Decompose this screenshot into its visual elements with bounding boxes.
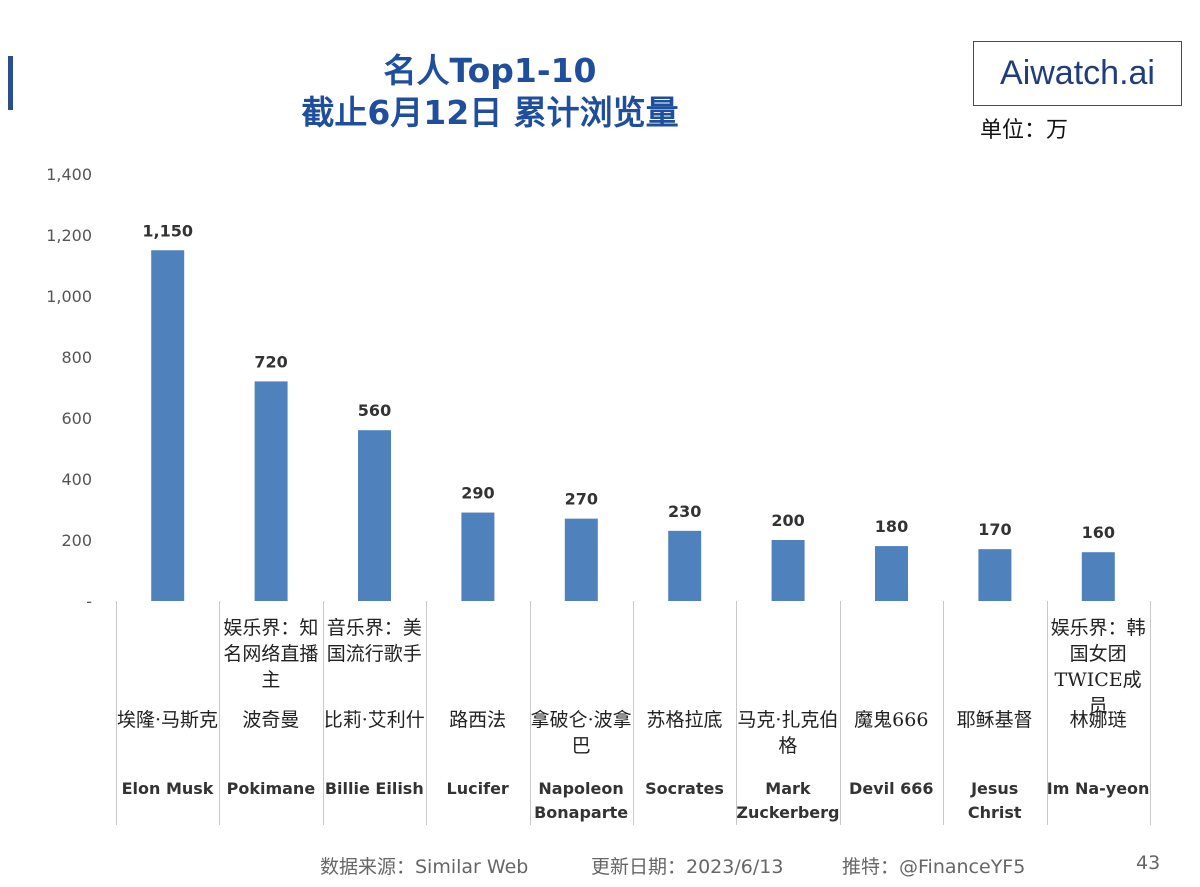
- category-description: 娱乐界：韩国女团TWICE成员: [1050, 617, 1146, 717]
- y-tick-label: 1,200: [46, 226, 92, 245]
- bar-value-label: 200: [771, 511, 804, 530]
- category-column: 拿破仑·波拿巴 Napoleon Bonaparte: [530, 601, 633, 825]
- category-english-name: Billie Eilish: [324, 779, 424, 798]
- y-tick-label: 800: [61, 348, 92, 367]
- category-chinese-name: 路西法: [449, 709, 507, 731]
- bar-value-label: 270: [565, 490, 598, 509]
- column-separator: [529, 601, 531, 825]
- column-separator: [116, 601, 117, 825]
- bar: [771, 540, 805, 601]
- title-line-1: 名人Top1-10: [383, 51, 597, 90]
- column-separator: [322, 601, 324, 825]
- bar: [978, 549, 1012, 601]
- category-column: 娱乐界：韩国女团TWICE成员 林娜琏 Im Na-yeon: [1047, 601, 1150, 825]
- bar-value-label: 170: [978, 520, 1011, 539]
- bar: [461, 512, 495, 601]
- category-column: 马克·扎克伯格 Mark Zuckerberg: [736, 601, 839, 825]
- chart-title: 名人Top1-10 截止6月12日 累计浏览量: [240, 50, 740, 134]
- category-chinese-name: 魔鬼666: [854, 709, 929, 731]
- category-chinese-name: 波奇曼: [242, 709, 300, 731]
- footer-updated: 更新日期：2023/6/13: [591, 856, 784, 878]
- column-separator: [943, 601, 945, 825]
- bar: [564, 518, 598, 601]
- footer-source: 数据来源：Similar Web: [320, 856, 529, 878]
- title-line-2: 截止6月12日 累计浏览量: [301, 93, 679, 132]
- brand-text: Aiwatch.ai: [1000, 54, 1155, 92]
- category-column: 音乐界：美国流行歌手比莉·艾利什 Billie Eilish: [323, 601, 426, 825]
- footer-twitter: 推特：@FinanceYF5: [842, 856, 1026, 878]
- page-number: 43: [1136, 852, 1161, 874]
- category-column: 埃隆·马斯克 Elon Musk: [116, 601, 219, 825]
- brand-logo-box: Aiwatch.ai: [973, 41, 1182, 106]
- category-chinese-name: 耶稣基督: [956, 709, 1033, 731]
- category-column: 娱乐界：知名网络直播主波奇曼 Pokimane: [219, 601, 322, 825]
- category-column: 耶稣基督 Jesus Christ: [943, 601, 1046, 825]
- category-chinese-name: 埃隆·马斯克: [116, 709, 219, 731]
- column-separator: [633, 601, 634, 825]
- category-english-name: Devil 666: [849, 779, 934, 798]
- bar: [1081, 552, 1115, 601]
- category-english-name: Jesus Christ: [967, 779, 1022, 822]
- category-chinese-name: 比莉·艾利什: [323, 709, 425, 731]
- unit-label: 单位：万: [980, 118, 1069, 143]
- y-tick-label: -: [86, 592, 92, 611]
- category-english-name: Lucifer: [446, 779, 509, 798]
- y-tick-label: 200: [61, 531, 92, 550]
- category-description: 音乐界：美国流行歌手: [326, 617, 422, 665]
- category-chinese-name: 林娜琏: [1069, 709, 1127, 731]
- bar-value-label: 720: [254, 352, 287, 371]
- bar: [358, 430, 391, 601]
- y-tick-label: 1,400: [46, 165, 92, 184]
- bar-value-label: 180: [875, 517, 908, 536]
- bar: [254, 381, 288, 601]
- bar-value-label: 290: [461, 484, 494, 503]
- column-separator: [1150, 601, 1151, 825]
- category-column: 苏格拉底 Socrates: [633, 601, 736, 825]
- column-separator: [1046, 601, 1048, 825]
- bar-value-label: 160: [1082, 523, 1115, 542]
- column-separator: [426, 601, 428, 825]
- y-tick-label: 400: [61, 470, 92, 489]
- category-english-name: Im Na-yeon: [1046, 779, 1150, 798]
- category-description: 娱乐界：知名网络直播主: [223, 617, 319, 691]
- category-english-name: Napoleon Bonaparte: [534, 779, 629, 822]
- bar: [151, 250, 185, 601]
- category-column: 魔鬼666 Devil 666: [840, 601, 943, 825]
- category-column: 路西法 Lucifer: [426, 601, 529, 825]
- bar-value-label: 1,150: [142, 221, 193, 240]
- column-separator: [219, 601, 221, 825]
- category-chinese-name: 马克·扎克伯格: [737, 709, 839, 757]
- category-english-name: Mark Zuckerberg: [736, 779, 840, 822]
- accent-bar: [8, 56, 13, 110]
- y-tick-label: 1,000: [46, 287, 92, 306]
- category-chinese-name: 拿破仑·波拿巴: [530, 709, 632, 757]
- bar-value-label: 230: [668, 502, 701, 521]
- bar: [668, 530, 702, 601]
- category-english-name: Pokimane: [226, 779, 316, 798]
- column-separator: [839, 601, 841, 825]
- category-english-name: Socrates: [645, 779, 724, 798]
- bar-value-label: 560: [358, 401, 391, 420]
- y-tick-label: 600: [61, 409, 92, 428]
- category-chinese-name: 苏格拉底: [646, 709, 723, 731]
- bar: [875, 546, 908, 601]
- column-separator: [736, 601, 738, 825]
- category-english-name: Elon Musk: [121, 779, 214, 798]
